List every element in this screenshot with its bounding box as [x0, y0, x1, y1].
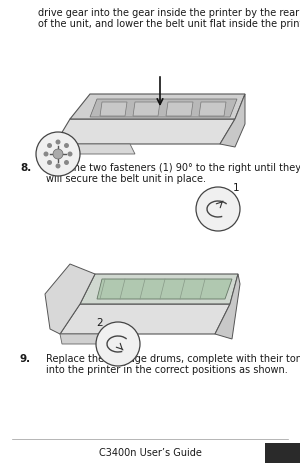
- Text: Turn the two fasteners (1) 90° to the right until they lock.  This: Turn the two fasteners (1) 90° to the ri…: [46, 163, 300, 173]
- Text: 8.: 8.: [20, 163, 31, 173]
- Text: 9.: 9.: [20, 353, 31, 363]
- Circle shape: [68, 152, 73, 157]
- Text: Replace the 4 image drums, complete with their toner cartridges,: Replace the 4 image drums, complete with…: [46, 353, 300, 363]
- Polygon shape: [133, 103, 160, 117]
- Circle shape: [44, 152, 49, 157]
- Polygon shape: [45, 264, 95, 334]
- Polygon shape: [55, 144, 135, 155]
- Polygon shape: [97, 279, 232, 300]
- Circle shape: [96, 322, 140, 366]
- Polygon shape: [55, 120, 235, 144]
- Circle shape: [47, 144, 52, 149]
- Text: 1: 1: [233, 182, 239, 193]
- Circle shape: [36, 133, 80, 176]
- Polygon shape: [70, 95, 245, 120]
- Circle shape: [64, 161, 69, 166]
- Text: will secure the belt unit in place.: will secure the belt unit in place.: [46, 174, 206, 184]
- Circle shape: [47, 161, 52, 166]
- Text: drive gear into the gear inside the printer by the rear left corner: drive gear into the gear inside the prin…: [38, 8, 300, 18]
- Polygon shape: [90, 100, 237, 118]
- Circle shape: [56, 164, 61, 169]
- Polygon shape: [60, 334, 133, 344]
- Circle shape: [64, 144, 69, 149]
- Text: C3400n User’s Guide: C3400n User’s Guide: [99, 447, 201, 457]
- Polygon shape: [80, 275, 238, 304]
- Circle shape: [196, 188, 240, 232]
- Text: 2: 2: [97, 317, 103, 327]
- Polygon shape: [60, 304, 230, 334]
- Polygon shape: [199, 103, 226, 117]
- Polygon shape: [100, 103, 127, 117]
- Circle shape: [56, 140, 61, 145]
- FancyBboxPatch shape: [265, 443, 300, 463]
- Text: of the unit, and lower the belt unit flat inside the printer.: of the unit, and lower the belt unit fla…: [38, 19, 300, 29]
- Polygon shape: [166, 103, 193, 117]
- Polygon shape: [220, 95, 245, 148]
- Text: into the printer in the correct positions as shown.: into the printer in the correct position…: [46, 364, 288, 374]
- Circle shape: [53, 150, 63, 160]
- Polygon shape: [215, 275, 240, 339]
